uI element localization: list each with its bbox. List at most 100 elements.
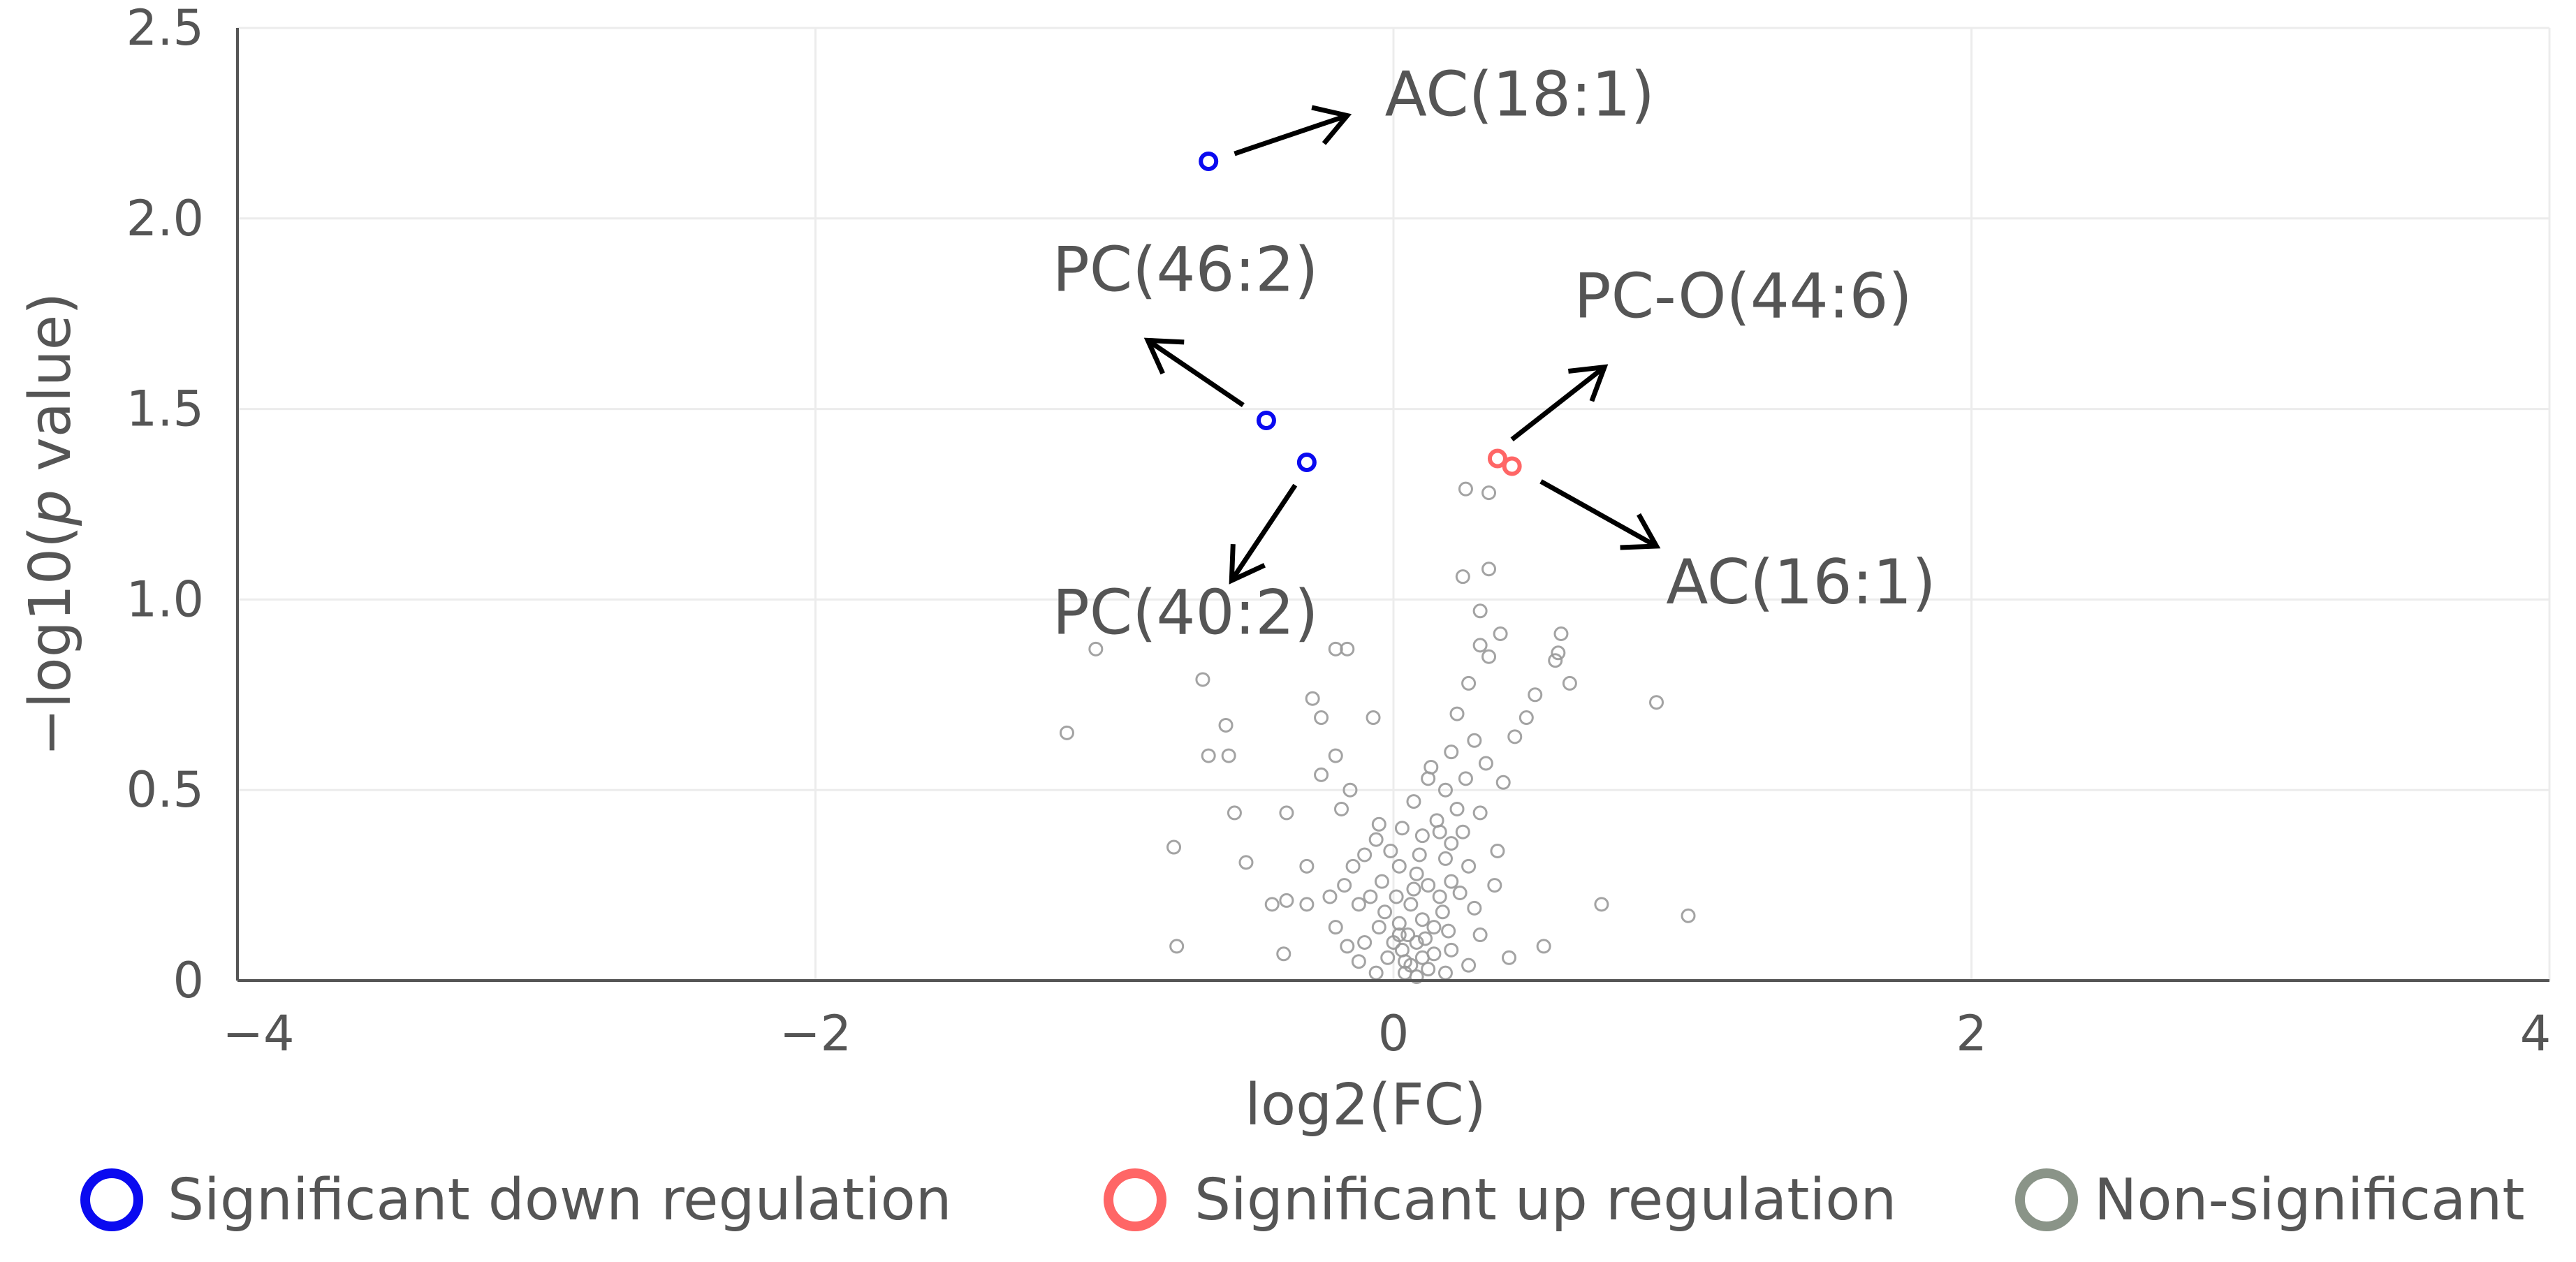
nonsig-point xyxy=(1391,858,1407,874)
nonsig-point xyxy=(1409,866,1424,881)
nonsig-point xyxy=(1449,801,1465,816)
nonsig-point xyxy=(1409,934,1424,950)
nonsig-point xyxy=(1398,954,1413,969)
annotations: AC(18:1) PC(46:2) PC(40:2) PC-O(44:6) AC(16:… xyxy=(1053,58,1936,648)
nonsig-point xyxy=(1227,805,1242,821)
annotation-arrowhead xyxy=(1567,364,1609,402)
y-axis-title: −log10(p value) xyxy=(17,293,84,756)
y-tick-label: 0.5 xyxy=(126,761,204,819)
x-axis-title: log2(FC) xyxy=(1245,1072,1486,1138)
nonsig-point xyxy=(1495,775,1511,790)
x-tick-label: 2 xyxy=(1956,1005,1987,1062)
nonsig-point xyxy=(1467,900,1482,916)
nonsig-point xyxy=(1432,824,1447,839)
grid xyxy=(236,27,2551,982)
nonsig-point xyxy=(1681,908,1696,923)
nonsig-point xyxy=(1406,794,1421,809)
data-points xyxy=(1059,151,1696,985)
nonsig-point xyxy=(1328,920,1343,935)
nonsig-point xyxy=(1472,638,1488,653)
annotation-arrowhead xyxy=(1143,337,1185,375)
nonsig-point xyxy=(1380,950,1396,965)
nonsig-point xyxy=(1458,771,1473,786)
nonsig-point xyxy=(1337,878,1352,893)
nonsig-point xyxy=(1299,858,1315,874)
nonsig-point xyxy=(1169,939,1185,954)
nonsig-point xyxy=(1502,950,1516,965)
nonsig-point xyxy=(1221,748,1236,763)
nonsig-point xyxy=(1368,832,1384,847)
annotation-arrow xyxy=(1539,479,1658,549)
x-tick-label: 0 xyxy=(1378,1005,1410,1062)
nonsig-point xyxy=(1481,649,1497,664)
down-legend-label: Significant down regulation xyxy=(168,1167,952,1233)
nonsig-legend-marker xyxy=(2015,1168,2078,1231)
nonsig-point xyxy=(1536,939,1551,954)
y-tick-label: 2.5 xyxy=(126,0,204,57)
nonsig-point xyxy=(1414,912,1430,927)
nonsig-point xyxy=(1400,927,1416,943)
nonsig-point xyxy=(1551,645,1566,661)
nonsig-point xyxy=(1490,843,1505,858)
nonsig-point xyxy=(1342,782,1358,798)
nonsig-point xyxy=(1426,920,1442,935)
nonsig-point xyxy=(1421,962,1436,977)
nonsig-point xyxy=(1444,836,1459,851)
nonsig-point xyxy=(1357,934,1373,950)
nonsig-point xyxy=(1363,889,1378,904)
nonsig-point xyxy=(1449,706,1465,721)
nonsig-point xyxy=(1461,675,1477,691)
up-legend-label: Significant up regulation xyxy=(1194,1167,1896,1233)
nonsig-point xyxy=(1528,687,1543,703)
nonsig-point xyxy=(1218,717,1234,733)
nonsig-point xyxy=(1409,969,1424,985)
down-regulated-point xyxy=(1199,151,1219,171)
nonsig-point xyxy=(1518,710,1534,726)
nonsig-legend-label: Non-significant xyxy=(2094,1167,2524,1233)
nonsig-point xyxy=(1389,889,1404,904)
nonsig-point xyxy=(1426,946,1442,962)
nonsig-point xyxy=(1374,874,1389,889)
nonsig-point xyxy=(1437,782,1453,798)
nonsig-point xyxy=(1461,858,1477,874)
axes: 0 0.5 1.0 1.5 2.0 2.5 −4 −2 0 2 4 xyxy=(126,0,2552,1062)
annotation-arrow xyxy=(1510,365,1607,442)
nonsig-point xyxy=(1201,748,1216,763)
nonsig-point xyxy=(1340,939,1355,954)
nonsig-point xyxy=(1377,904,1393,920)
nonsig-point xyxy=(1394,821,1410,836)
nonsig-point xyxy=(1368,965,1384,981)
nonsig-point xyxy=(1472,805,1488,821)
nonsig-point xyxy=(1562,675,1577,691)
nonsig-point xyxy=(1594,897,1609,912)
nonsig-point xyxy=(1279,893,1294,908)
nonsig-point xyxy=(1437,965,1453,981)
nonsig-point xyxy=(1455,824,1470,839)
up-regulated-point xyxy=(1487,448,1507,469)
nonsig-point xyxy=(1406,881,1421,897)
nonsig-point xyxy=(1357,847,1373,863)
nonsig-point xyxy=(1507,729,1523,744)
nonsig-point xyxy=(1441,923,1456,939)
nonsig-point xyxy=(1391,927,1407,943)
annotation-arrow xyxy=(1146,338,1245,408)
nonsig-point xyxy=(1467,733,1482,748)
nonsig-point xyxy=(1649,695,1664,710)
annotation-arrowhead xyxy=(1620,513,1661,550)
nonsig-point xyxy=(1481,485,1497,501)
nonsig-point xyxy=(1238,855,1254,870)
nonsig-point xyxy=(1548,653,1563,668)
nonsig-point xyxy=(1472,927,1488,943)
y-axis-title-italic: p xyxy=(17,490,84,527)
nonsig-point xyxy=(1487,878,1502,893)
nonsig-point xyxy=(1195,672,1210,687)
nonsig-point xyxy=(1437,851,1453,866)
x-tick-label: −4 xyxy=(222,1005,294,1062)
annotation-label: AC(16:1) xyxy=(1666,546,1935,618)
nonsig-point xyxy=(1455,569,1470,585)
annotation-arrowhead xyxy=(1229,544,1266,585)
y-tick-label: 2.0 xyxy=(126,190,204,247)
nonsig-point xyxy=(1328,748,1343,763)
nonsig-point xyxy=(1403,897,1419,912)
